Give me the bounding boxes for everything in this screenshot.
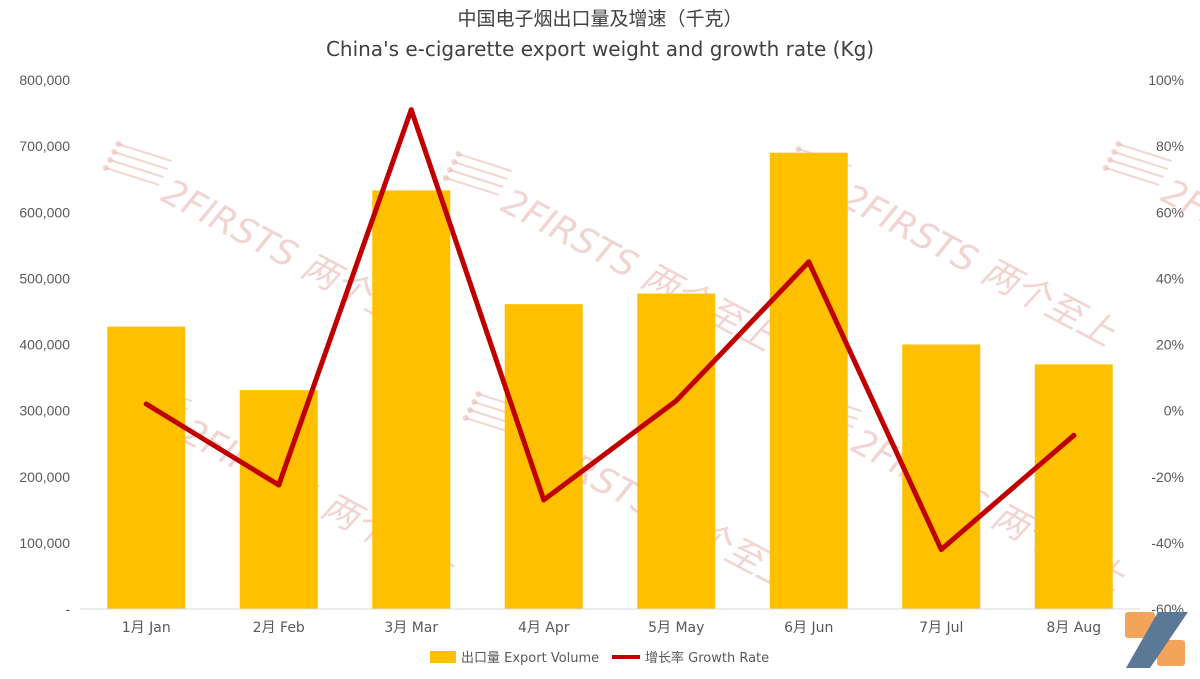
watermark-circuit-dot [1107,157,1113,163]
watermark-text: 2FIRSTS 两个至上 [1155,171,1200,350]
right-tick-label: 0% [1164,403,1184,419]
left-tick-label: 500,000 [19,270,70,286]
bar [637,293,716,609]
bar [504,304,583,609]
legend: 出口量 Export Volume 增长率 Growth Rate [430,650,769,666]
category-label: 8月 Aug [1046,620,1101,636]
watermark: 2FIRSTS 两个至上 [442,151,782,360]
watermark-circuit-line [453,161,508,180]
watermark-circuit-line [113,151,168,170]
right-tick-label: 100% [1148,72,1184,88]
right-tick-label: 20% [1156,337,1184,353]
growth-rate-point [938,546,944,552]
left-tick-label: 400,000 [19,337,70,353]
bar-series [107,152,1113,610]
right-axis: -60%-40%-20%0%20%40%60%80%100% [1148,72,1184,617]
left-tick-label: 300,000 [19,403,70,419]
category-label: 4月 Apr [518,620,570,636]
right-tick-label: 60% [1156,204,1184,220]
line-series [143,107,1077,552]
category-label: 2月 Feb [253,620,305,636]
watermark-circuit-dot [102,164,109,171]
left-tick-label: 700,000 [19,138,70,154]
watermark-circuit-line [1109,159,1164,178]
watermark-circuit-dot [1115,141,1122,148]
left-tick-label: - [65,601,70,617]
bar [902,344,981,609]
watermark-circuit-dot [1111,149,1118,156]
logo-slash [1126,612,1188,668]
left-axis: - 100,000 200,000 300,000 400,000 500,000 600,… [19,72,70,617]
bar [372,190,451,609]
watermark-circuit-dot [455,151,462,158]
growth-rate-point [276,482,282,488]
watermark-circuit-line [118,143,173,163]
growth-rate-point [541,497,547,503]
chart-subtitle: China's e-cigarette export weight and gr… [326,37,874,61]
watermark-circuit-dot [451,159,458,166]
watermark-circuit-dot [795,146,802,153]
watermark-circuit-line [1113,151,1168,170]
watermark-circuit-dot [475,391,482,398]
watermark-circuit-dot [447,167,453,173]
watermark-circuit-dot [111,149,118,156]
watermark-circuit-dot [442,174,449,181]
growth-rate-point [673,398,679,404]
legend-label-growth-rate: 增长率 Growth Rate [645,650,769,666]
left-tick-label: 200,000 [19,469,70,485]
legend-label-export-volume: 出口量 Export Volume [461,651,599,666]
watermark-circuit-line [1105,166,1160,186]
category-axis: 1月 Jan 2月 Feb 3月 Mar 4月 Apr 5月 May 6月 Jun 7月 J… [122,620,1101,636]
left-tick-label: 800,000 [19,72,70,88]
watermark-circuit-dot [462,414,469,421]
watermark-circuit-dot [107,157,113,163]
growth-rate-point [806,259,812,265]
bar [239,390,318,609]
watermark-circuit-line [458,153,513,173]
left-tick-label: 600,000 [19,204,70,220]
category-label: 7月 Jul [919,620,963,636]
watermark-circuit-line [445,176,500,196]
right-tick-label: 40% [1156,270,1184,286]
left-tick-label: 100,000 [19,535,70,551]
bar [769,152,848,610]
growth-rate-point [408,107,414,113]
watermark-text: 2FIRSTS 两个至上 [835,176,1122,355]
watermark-circuit-line [105,166,160,186]
category-label: 6月 Jun [784,620,833,636]
watermark-circuit-line [109,159,164,178]
growth-rate-point [1071,432,1077,438]
watermark-circuit-dot [1102,164,1109,171]
category-label: 5月 May [648,620,704,636]
watermark-circuit-dot [115,141,122,148]
right-tick-label: 80% [1156,138,1184,154]
growth-rate-point [143,401,149,407]
category-label: 1月 Jan [122,620,171,636]
watermark-circuit-dot [467,407,473,413]
right-tick-label: -20% [1151,469,1184,485]
bar [107,326,186,609]
legend-swatch-export-volume [430,651,456,663]
chart-title: 中国电子烟出口量及增速（千克） [457,8,742,30]
watermark-circuit-line [1118,143,1173,163]
right-tick-label: -40% [1151,535,1184,551]
growth-rate-line [143,107,1077,552]
watermark-circuit-line [449,169,504,188]
bar [1034,364,1113,609]
watermark-circuit-dot [471,399,478,406]
2firsts-logo [1125,612,1188,668]
category-label: 3月 Mar [384,620,438,636]
